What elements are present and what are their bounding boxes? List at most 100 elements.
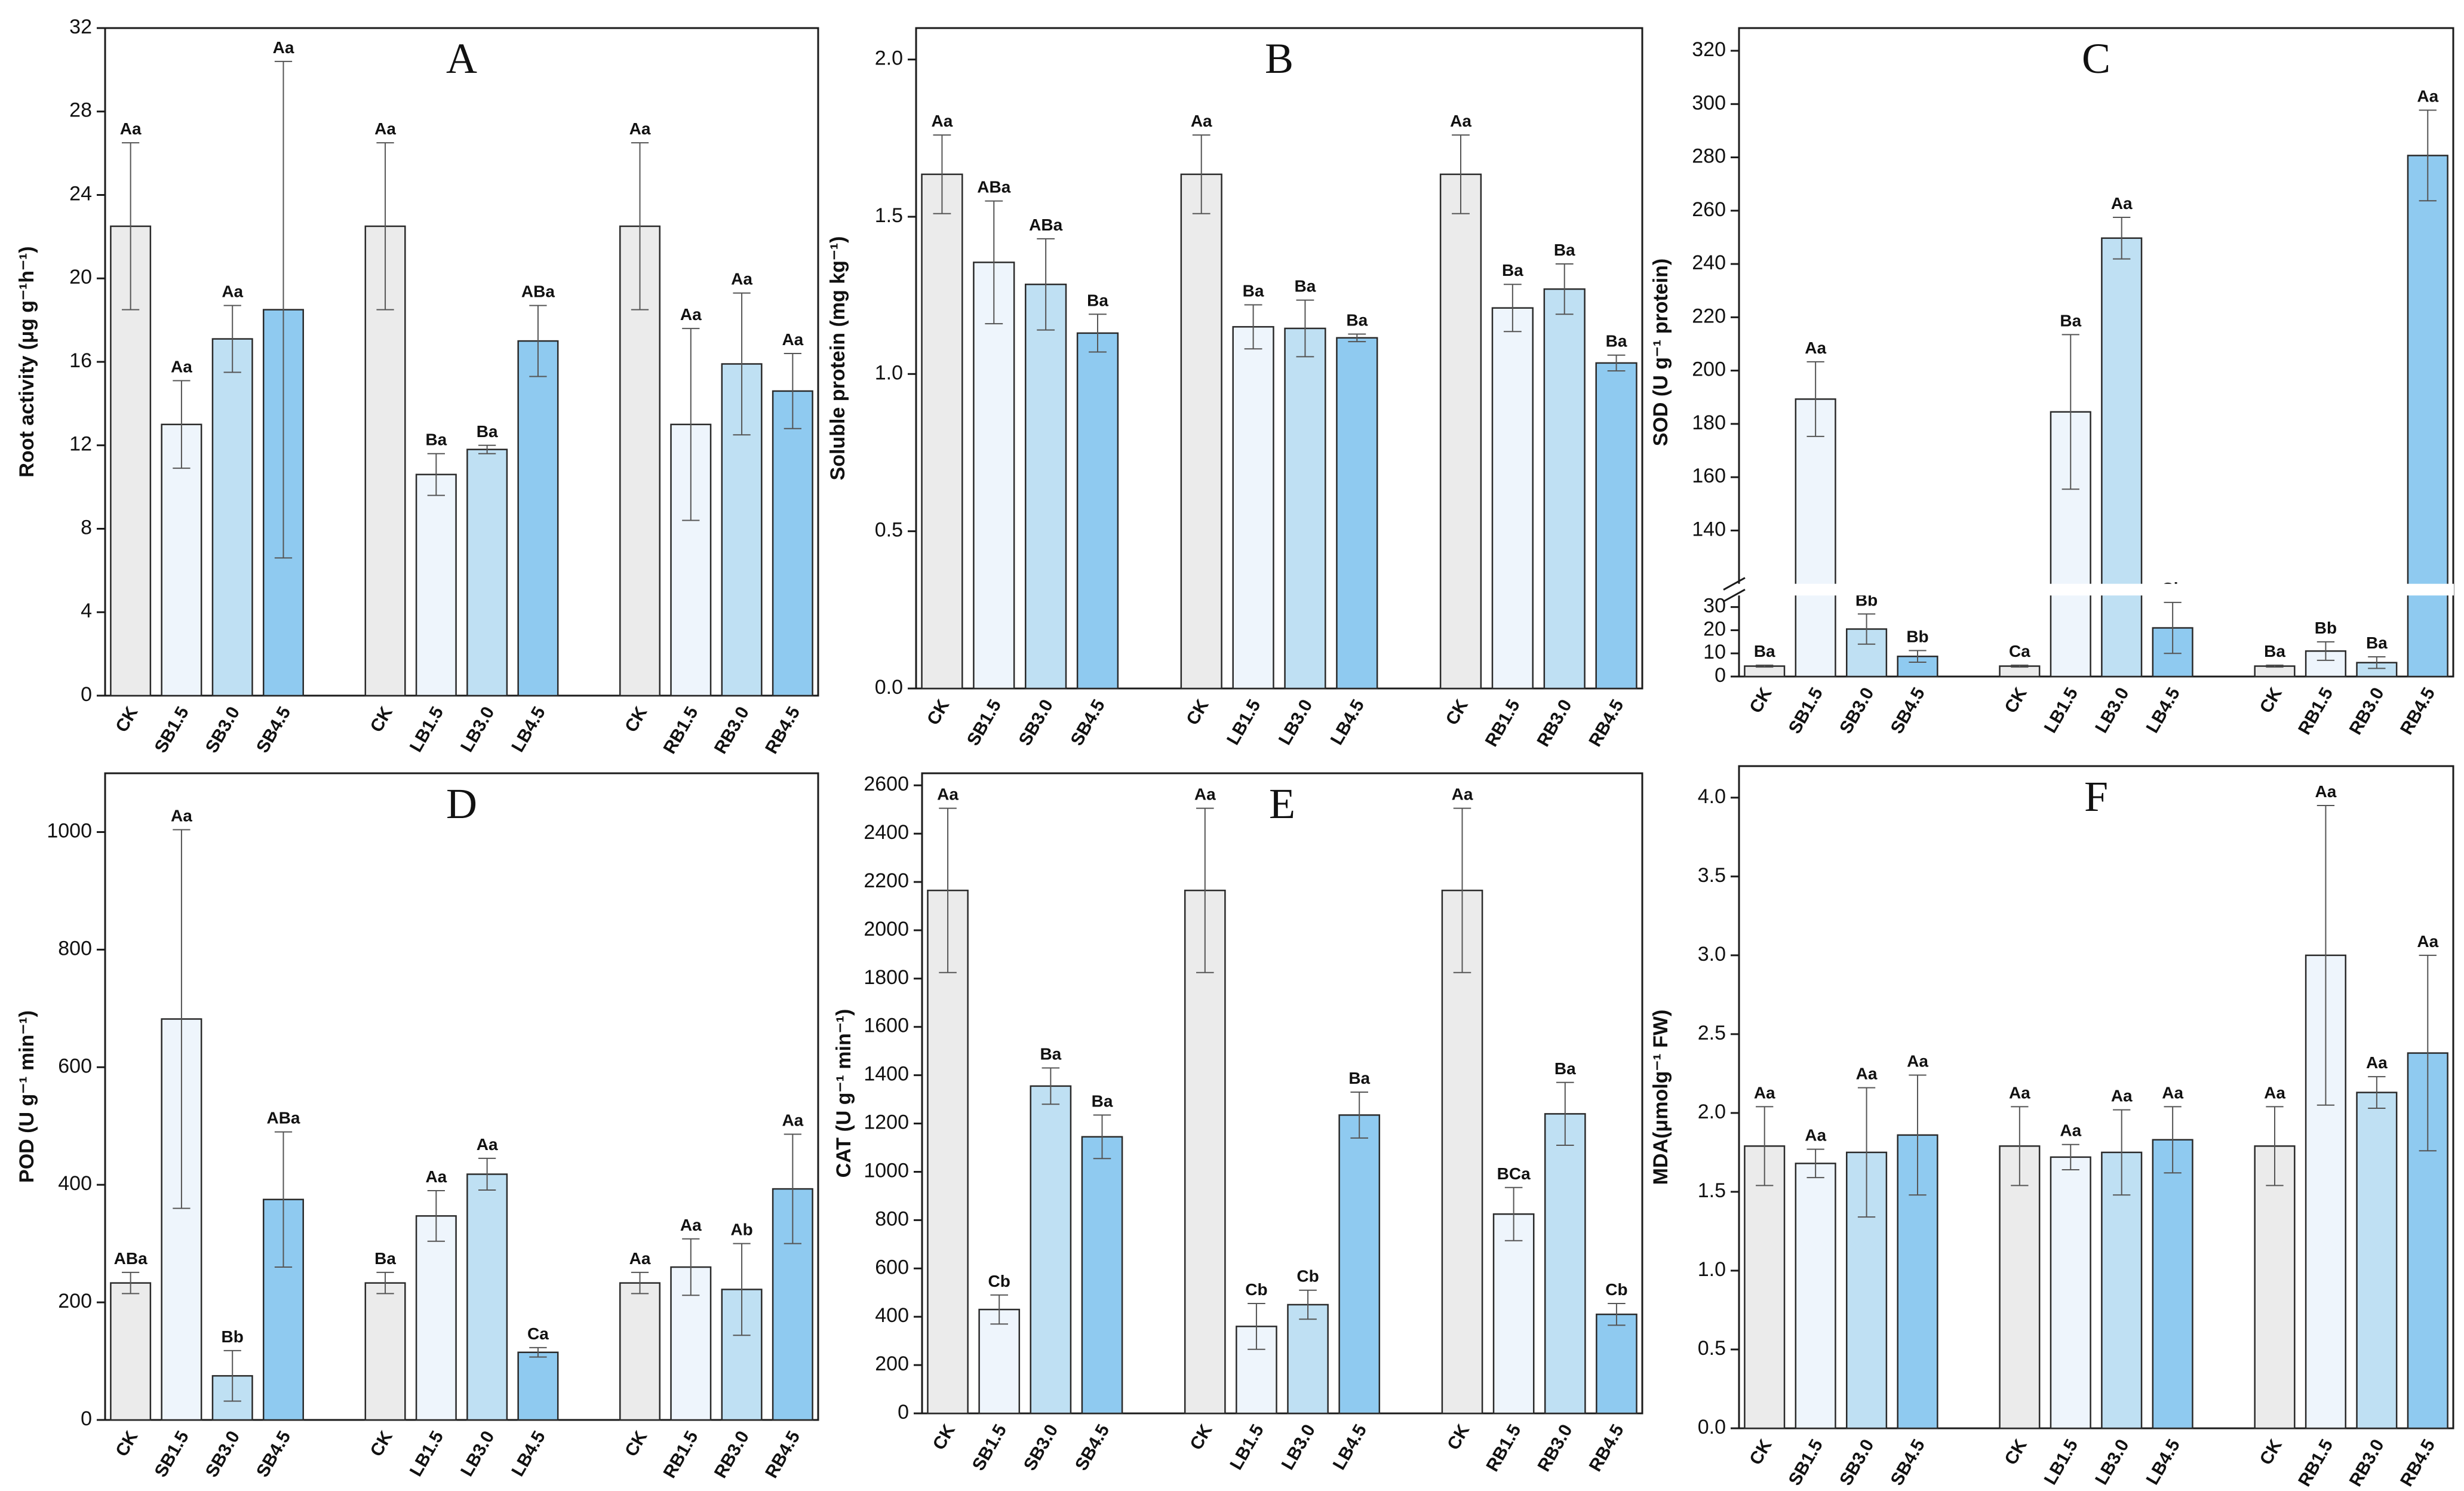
category-tick-label: LB3.0 [2091, 684, 2133, 736]
panel-letter: A [446, 35, 477, 82]
bar-b-rb30 [1543, 288, 1586, 690]
y-tick-label: 0 [898, 1401, 909, 1424]
significance-label: Ba [2060, 311, 2081, 330]
y-axis-title: CAT (U g⁻¹ min⁻¹) [832, 1009, 855, 1178]
category-tick-label: RB4.5 [1586, 1421, 1628, 1475]
significance-label: Aa [1191, 112, 1212, 130]
plot-frame [1738, 765, 2454, 1429]
significance-label: Ba [1554, 241, 1575, 259]
y-tick-label: 200 [58, 1290, 92, 1312]
category-tick-label: SB3.0 [202, 1428, 244, 1481]
category-tick-label: CK [1746, 684, 1775, 717]
category-tick-label: SB1.5 [151, 1428, 193, 1481]
y-tick-label: 28 [69, 99, 92, 122]
category-tick-label: CK [2256, 684, 2286, 717]
category-tick-label: CK [2001, 684, 2031, 717]
y-tick-label: 400 [875, 1304, 909, 1327]
significance-label: Ba [1295, 277, 1316, 296]
y-tick-label: 0.0 [1698, 1416, 1726, 1438]
bar-e-sb45 [1081, 1136, 1123, 1415]
bar-b-lb30 [1284, 327, 1326, 690]
plot-frame [1738, 27, 2454, 678]
bar-f-ck [2254, 1145, 2296, 1429]
category-tick-label: RB4.5 [2397, 684, 2439, 738]
category-tick-label: RB1.5 [2294, 1436, 2337, 1490]
bar-e-rb30 [1544, 1113, 1586, 1415]
category-tick-label: CK [112, 703, 142, 736]
y-tick-label: 20 [69, 266, 92, 288]
significance-label: Bb [222, 1327, 244, 1346]
significance-label: Aa [171, 357, 192, 376]
bar-e-sb15 [978, 1308, 1021, 1415]
panel-letter: B [1265, 35, 1294, 82]
category-tick-label: CK [1442, 696, 1472, 728]
y-tick-label: 1000 [47, 819, 92, 842]
y-tick-label: 200 [1692, 358, 1726, 381]
y-tick-label: 2000 [864, 918, 909, 940]
significance-label: Aa [273, 38, 294, 57]
axis-break-mark [1723, 577, 1746, 591]
significance-label: Cb [1296, 1267, 1319, 1286]
y-tick-label: 3.0 [1698, 943, 1726, 966]
bar-b-lb45 [1336, 337, 1378, 690]
category-tick-label: LB3.0 [457, 703, 498, 755]
y-tick-label: 0.5 [1698, 1337, 1726, 1360]
significance-label: Aa [680, 1216, 702, 1234]
significance-label: Ca [527, 1324, 549, 1343]
significance-label: Ba [1346, 311, 1368, 329]
category-tick-label: SB1.5 [969, 1421, 1010, 1474]
category-tick-label: LB4.5 [2143, 684, 2184, 736]
bar-a-lb45 [517, 340, 559, 697]
bar-c-ck [1744, 665, 1786, 678]
bar-e-sb30 [1030, 1085, 1072, 1415]
category-tick-label: RB3.0 [2346, 684, 2388, 738]
y-tick-label: 0 [81, 683, 92, 706]
bar-f-lb45 [2152, 1139, 2193, 1429]
significance-label: Aa [2009, 1083, 2030, 1102]
significance-label: Aa [222, 282, 243, 301]
panel-letter: D [446, 780, 477, 828]
bar-a-rb45 [772, 390, 813, 697]
significance-label: Ba [1754, 642, 1775, 660]
bar-a-lb15 [415, 474, 457, 697]
significance-label: ABa [977, 178, 1010, 196]
category-tick-label: CK [1443, 1421, 1473, 1453]
significance-label: Aa [2315, 782, 2337, 801]
y-tick-label: 12 [69, 433, 92, 456]
category-tick-label: SB3.0 [202, 703, 244, 757]
y-tick-label: 2.5 [1698, 1022, 1726, 1044]
significance-label: Aa [629, 1249, 651, 1268]
y-tick-label: 16 [69, 349, 92, 372]
significance-label: Bb [1906, 628, 1928, 646]
category-tick-label: LB1.5 [2041, 1436, 2082, 1488]
bar-b-rb15 [1491, 307, 1534, 690]
y-tick-label: 220 [1692, 305, 1726, 327]
significance-label: Aa [2060, 1121, 2081, 1140]
bar-e-rb15 [1492, 1213, 1535, 1415]
bar-c-rb45 [2407, 155, 2448, 678]
y-tick-label: 400 [58, 1172, 92, 1195]
significance-label: ABa [114, 1249, 148, 1268]
y-tick-label: 4.0 [1698, 785, 1726, 808]
significance-label: Aa [1450, 112, 1471, 130]
y-tick-label: 4 [81, 600, 92, 622]
bar-b-rb45 [1595, 362, 1637, 690]
significance-label: Aa [731, 270, 752, 288]
bar-b-ck [1180, 173, 1222, 690]
bar-b-lb15 [1232, 326, 1274, 690]
chart-panel-d: ABa CK Aa SB1.5 Bb SB3.0 ABa SB4.5 Ba CK Aa LB1.5 Aa… [16, 772, 819, 1481]
significance-label: Aa [1805, 1126, 1826, 1145]
category-tick-label: LB4.5 [1327, 696, 1368, 748]
category-tick-label: CK [2256, 1436, 2286, 1468]
plot-frame [915, 27, 1643, 690]
chart-panel-b: Aa CK ABa SB1.5 ABa SB3.0 Ba SB4.5 Aa CK Ba LB1.5 Ba… [827, 27, 1643, 750]
bar-f-sb15 [1795, 1163, 1836, 1429]
bar-c-ck [1999, 665, 2041, 678]
category-tick-label: RB4.5 [1585, 696, 1627, 750]
significance-label: Aa [1907, 1052, 1928, 1071]
significance-label: Cb [1245, 1280, 1267, 1299]
y-tick-label: 3.5 [1698, 864, 1726, 887]
y-tick-label: 2.0 [875, 47, 903, 70]
bar-d-ck [619, 1282, 661, 1421]
